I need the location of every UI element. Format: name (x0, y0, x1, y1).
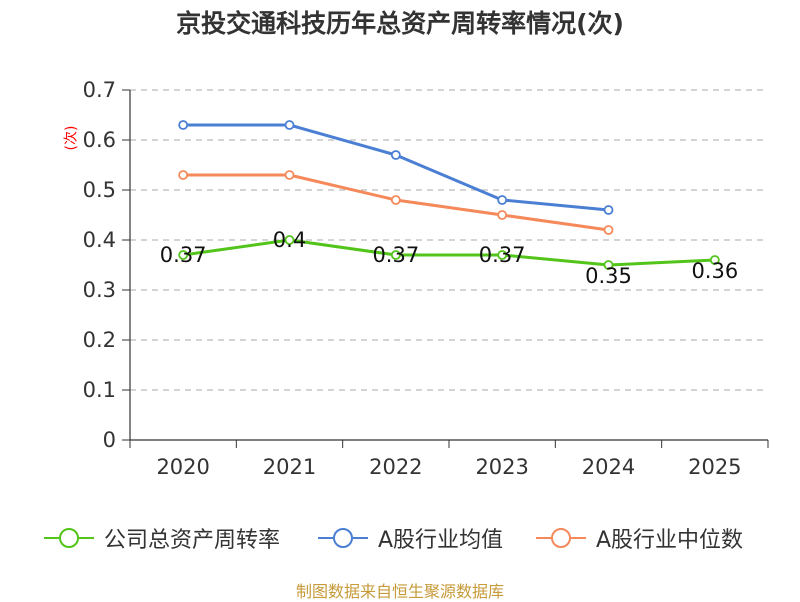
x-tick-label: 2023 (475, 455, 528, 479)
data-point-0 (390, 250, 401, 260)
data-label: 0.37 (372, 243, 419, 267)
y-tick-label: 0.4 (83, 228, 116, 252)
x-tick-label: 2021 (263, 455, 316, 479)
data-point-2 (497, 210, 508, 220)
y-tick-label: 0.7 (83, 78, 116, 102)
x-tick-label: 2025 (688, 455, 741, 479)
legend-item-industry-mean[interactable]: A股行业均值 (318, 518, 503, 558)
legend-label-company: 公司总资产周转率 (104, 528, 281, 553)
data-label: 0.37 (160, 243, 207, 267)
legend-label-industry-mean: A股行业均值 (378, 528, 504, 553)
data-point-1 (603, 205, 614, 215)
data-point-2 (284, 170, 295, 180)
x-tick-label: 2024 (582, 455, 635, 479)
legend-item-industry-median[interactable]: A股行业中位数 (536, 518, 743, 558)
data-point-1 (284, 120, 295, 130)
data-point-1 (497, 195, 508, 205)
data-point-0 (497, 250, 508, 260)
data-point-2 (178, 170, 189, 180)
data-point-2 (603, 225, 614, 235)
x-tick-label: 2022 (369, 455, 422, 479)
y-tick-label: 0.5 (83, 178, 116, 202)
x-tick-label: 2020 (156, 455, 209, 479)
chart-title: 京投交通科技历年总资产周转率情况(次) (176, 9, 624, 38)
legend: 公司总资产周转率 A股行业均值 A股行业中位数 (0, 518, 800, 558)
data-point-1 (178, 120, 189, 130)
data-point-1 (390, 150, 401, 160)
legend-item-company[interactable]: 公司总资产周转率 (44, 518, 280, 558)
y-tick-label: 0 (103, 428, 116, 452)
legend-swatch-industry-median (536, 528, 586, 548)
data-point-0 (284, 235, 295, 245)
y-tick-label: 0.6 (83, 128, 116, 152)
legend-swatch-industry-mean (318, 528, 368, 548)
y-tick-label: 0.1 (83, 378, 116, 402)
data-label: 0.36 (691, 259, 738, 283)
data-point-2 (390, 195, 401, 205)
data-point-0 (178, 250, 189, 260)
data-point-0 (709, 255, 720, 265)
legend-label-industry-median: A股行业中位数 (596, 528, 744, 553)
data-label: 0.4 (273, 228, 306, 252)
data-label: 0.37 (479, 243, 526, 267)
data-point-0 (603, 260, 614, 270)
data-label: 0.35 (585, 264, 632, 288)
data-source-note: 制图数据来自恒生聚源数据库 (295, 582, 504, 601)
legend-swatch-company (44, 528, 94, 548)
series-line-0 (182, 238, 715, 267)
y-tick-label: 0.3 (83, 278, 116, 302)
y-tick-label: 0.2 (83, 328, 116, 352)
